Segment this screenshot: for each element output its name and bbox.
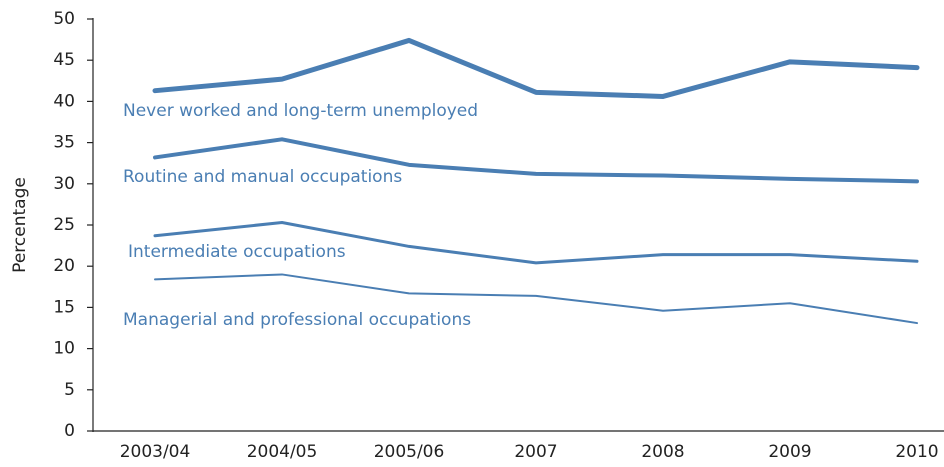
y-tick-label: 20 <box>53 256 75 276</box>
series-label: Managerial and professional occupations <box>123 310 471 330</box>
y-tick-label: 30 <box>53 174 75 194</box>
x-tick-label: 2005/06 <box>374 442 445 462</box>
x-tick-label: 2003/04 <box>120 442 191 462</box>
y-tick-label: 25 <box>53 215 75 235</box>
x-tick-label: 2008 <box>641 442 684 462</box>
series-line <box>153 221 919 265</box>
y-tick-label: 50 <box>53 9 75 29</box>
y-tick-label: 10 <box>53 339 75 359</box>
series-line <box>153 137 919 184</box>
x-tick-label: 2009 <box>768 442 811 462</box>
y-tick-label: 5 <box>64 380 75 400</box>
series-label: Routine and manual occupations <box>123 167 402 187</box>
series-line <box>152 37 920 99</box>
x-tick-label: 2007 <box>514 442 557 462</box>
series-label: Intermediate occupations <box>128 242 346 262</box>
series-label: Never worked and long-term unemployed <box>123 101 478 121</box>
y-tick-label: 35 <box>53 133 75 153</box>
x-tick-label: 2010 <box>895 442 938 462</box>
y-axis-label: Percentage <box>10 177 30 273</box>
y-tick-label: 0 <box>64 421 75 441</box>
y-tick-label: 45 <box>53 50 75 70</box>
y-tick-label: 15 <box>53 297 75 317</box>
y-tick-label: 40 <box>53 91 75 111</box>
x-tick-label: 2004/05 <box>247 442 318 462</box>
series-line <box>154 273 918 325</box>
